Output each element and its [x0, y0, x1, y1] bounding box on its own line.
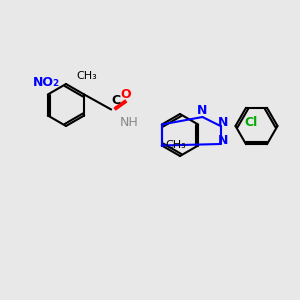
Text: C: C: [111, 94, 120, 106]
Text: O: O: [121, 88, 131, 100]
Text: 2: 2: [52, 79, 58, 88]
Text: Cl: Cl: [244, 116, 258, 129]
Text: N: N: [218, 134, 229, 147]
Text: CH₃: CH₃: [76, 71, 97, 82]
Text: N: N: [197, 104, 208, 117]
Text: N: N: [218, 116, 229, 129]
Text: NH: NH: [120, 116, 139, 129]
Text: CH₃: CH₃: [165, 140, 186, 151]
Text: NO: NO: [33, 76, 54, 88]
